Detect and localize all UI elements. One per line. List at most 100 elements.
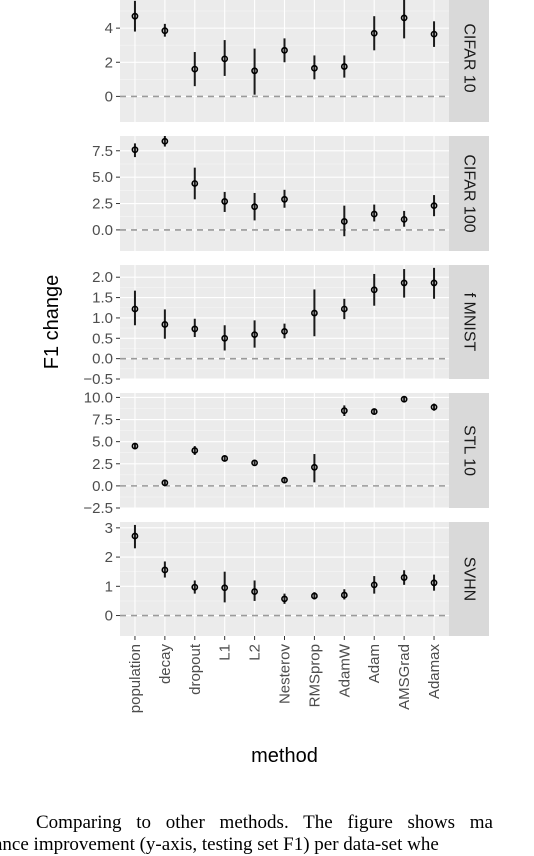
y-tick-label: 10.0	[84, 389, 113, 406]
x-tick-label-Adam: Adam	[366, 644, 383, 683]
point-Adam	[370, 286, 378, 294]
facet-label: CIFAR 10	[461, 23, 478, 92]
point-Nesterov	[281, 595, 288, 603]
point-L1	[221, 55, 229, 63]
facet-label: SVHN	[461, 557, 478, 601]
point-dropout	[191, 65, 199, 73]
facet-strip	[449, 265, 489, 379]
caption-line-2: ance improvement (y-axis, testing set F1…	[0, 834, 439, 855]
x-tick-label-decay: decay	[157, 644, 174, 685]
point-Adam	[370, 210, 378, 218]
facet-strip	[449, 136, 489, 251]
point-L1	[221, 198, 229, 205]
point-RMSprop	[311, 64, 318, 72]
y-tick-label: −2.5	[83, 500, 113, 517]
facet-label: STL 10	[461, 425, 478, 476]
point-L1	[221, 455, 229, 462]
facet-panel-3: −0.5 0.0 0.5 1.0 1.5 2.0 f MNIST	[83, 265, 489, 388]
facet-strip	[449, 522, 489, 636]
point-population	[131, 12, 139, 20]
point-L2	[251, 331, 258, 339]
point-Adam	[370, 581, 378, 589]
y-tick-label: 1	[105, 578, 113, 595]
y-tick-label: 6	[105, 0, 113, 3]
point-population	[131, 305, 139, 313]
point-Adamax	[430, 279, 438, 287]
point-decay	[161, 27, 169, 35]
y-tick-label: 4	[105, 20, 113, 37]
point-Nesterov	[281, 195, 288, 203]
facet-panel-1: 0 2 4 6 CIFAR 10	[105, 0, 489, 122]
point-dropout	[191, 325, 199, 333]
point-AdamW	[340, 407, 348, 415]
x-axis-title: method	[251, 745, 318, 767]
point-Nesterov	[281, 476, 288, 484]
point-L2	[251, 588, 258, 595]
x-tick-label-L1: L1	[217, 644, 234, 661]
y-tick-label: 2	[105, 54, 113, 71]
point-population	[131, 146, 139, 154]
x-tick-label-Adamax: Adamax	[426, 644, 443, 700]
facet-label: CIFAR 100	[461, 154, 478, 232]
figure-caption: Comparing to other methods. The figure s…	[0, 812, 534, 856]
y-tick-label: 2.0	[92, 269, 113, 286]
y-tick-label: 3	[105, 520, 113, 537]
point-RMSprop	[311, 463, 318, 471]
point-population	[131, 532, 139, 540]
point-dropout	[191, 583, 199, 591]
y-tick-label: 2	[105, 549, 113, 566]
point-AMSGrad	[400, 215, 408, 223]
point-AMSGrad	[400, 574, 408, 581]
point-RMSprop	[311, 309, 318, 317]
x-tick-label-dropout: dropout	[187, 643, 204, 695]
y-axis-title: F1 change	[41, 275, 63, 370]
y-tick-label: −0.5	[83, 371, 113, 388]
point-AdamW	[340, 63, 348, 70]
y-tick-label: 1.5	[92, 290, 113, 307]
point-decay	[161, 479, 169, 487]
point-L1	[221, 584, 229, 592]
point-decay	[161, 321, 169, 328]
y-tick-label: 5.0	[92, 434, 113, 451]
point-population	[131, 442, 139, 450]
y-tick-label: 0.5	[92, 330, 113, 347]
point-Adam	[370, 408, 378, 415]
point-AdamW	[340, 591, 348, 599]
point-AMSGrad	[400, 279, 408, 287]
facet-panel-5: 0 1 2 3 SVHN	[105, 520, 489, 636]
y-tick-label: 0	[105, 88, 113, 105]
y-tick-label: 1.0	[92, 310, 113, 327]
point-L1	[221, 334, 229, 342]
point-dropout	[191, 447, 199, 454]
y-tick-label: 0.0	[92, 222, 113, 239]
x-tick-label-population: population	[127, 644, 144, 713]
facet-panel-2: 0.0 2.5 5.0 7.5 CIFAR 100	[92, 136, 489, 251]
point-AdamW	[340, 218, 348, 225]
facet-strip	[449, 0, 489, 122]
y-tick-label: 2.5	[92, 196, 113, 213]
point-Adamax	[430, 30, 438, 38]
x-tick-label-L2: L2	[247, 644, 264, 661]
point-AMSGrad	[400, 395, 408, 403]
point-L2	[251, 203, 258, 211]
y-tick-label: 7.5	[92, 143, 113, 160]
point-decay	[161, 137, 169, 145]
point-AMSGrad	[400, 14, 408, 22]
y-tick-label: 2.5	[92, 456, 113, 473]
point-Nesterov	[281, 46, 288, 54]
point-RMSprop	[311, 592, 318, 600]
point-dropout	[191, 180, 199, 187]
caption-line-1: Comparing to other methods. The figure s…	[36, 812, 493, 833]
point-L2	[251, 459, 258, 467]
point-Adamax	[430, 403, 438, 411]
x-tick-label-AdamW: AdamW	[336, 643, 353, 697]
point-AdamW	[340, 305, 348, 313]
point-Adamax	[430, 579, 438, 587]
point-Adamax	[430, 202, 438, 210]
facet-label: f MNIST	[461, 293, 478, 352]
y-tick-label: 0.0	[92, 351, 113, 368]
point-Nesterov	[281, 327, 288, 335]
facet-strip	[449, 393, 489, 508]
faceted-pointrange-chart: 0 2 4 6 CIFAR 10 0.0 2.5 5.0 7.5 CIFAR 100 −0.5 0.0…	[41, 0, 489, 767]
y-tick-label: 7.5	[92, 412, 113, 429]
